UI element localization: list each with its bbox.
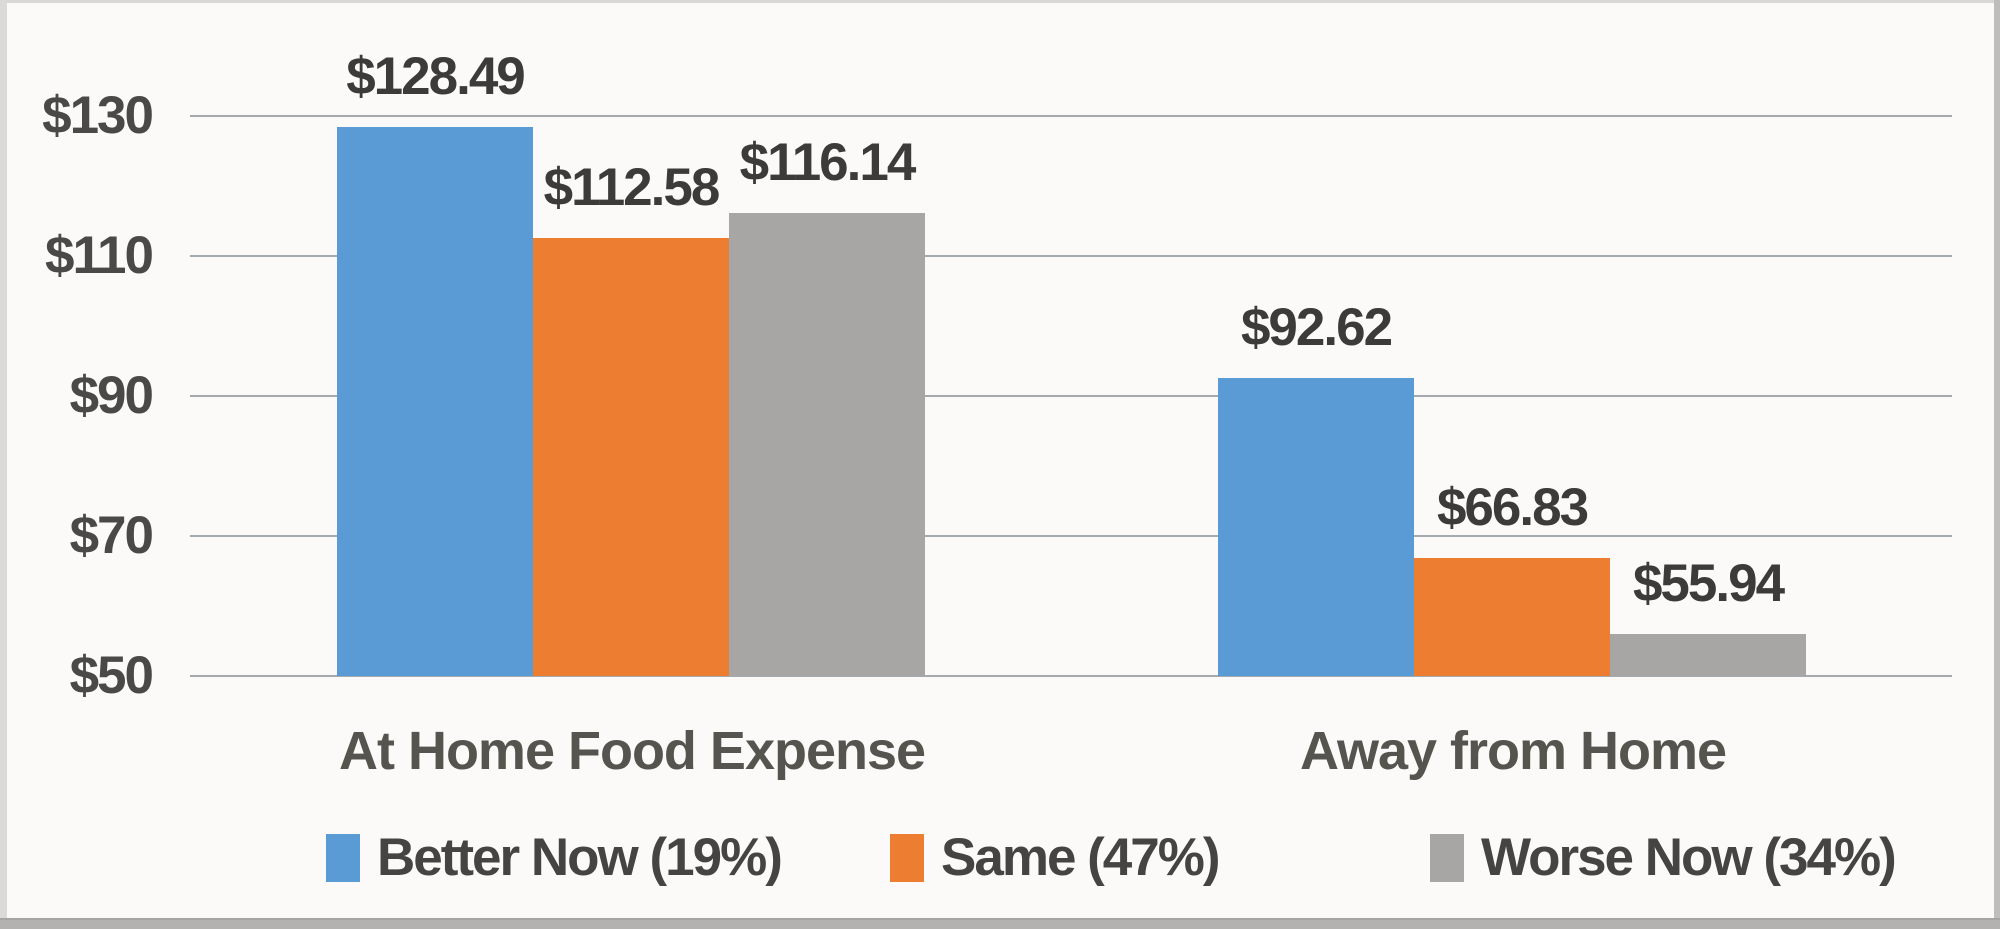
legend-label-worse-now: Worse Now (34%) (1481, 828, 1897, 887)
frame-border-right (1994, 0, 2000, 929)
legend-item-better-now: Better Now (19%) (326, 828, 783, 887)
data-label-same-47-at-home-food-expense: $112.58 (543, 157, 721, 217)
gridline-70 (190, 535, 1952, 537)
legend-marker-better-now (326, 834, 360, 882)
data-label-same-47-away-from-home: $66.83 (1436, 478, 1589, 538)
x-axis-label-away-from-home: Away from Home (1299, 721, 1727, 781)
legend-item-worse-now: Worse Now (34%) (1430, 828, 1897, 887)
data-label-worse-now-34-at-home-food-expense: $116.14 (739, 133, 917, 193)
gridline-130 (190, 115, 1952, 117)
y-axis-tick-label: $110 (45, 226, 154, 285)
data-label-better-now-19-at-home-food-expense: $128.49 (346, 46, 526, 106)
frame-border-bottom (0, 918, 2000, 929)
legend-item-same: Same (47%) (890, 828, 1221, 887)
bar-same-47-away-from-home (1414, 558, 1610, 676)
y-axis-tick-label: $130 (42, 86, 154, 145)
gridline-90 (190, 395, 1952, 397)
legend-label-better-now: Better Now (19%) (377, 828, 783, 887)
gridline-110 (190, 255, 1952, 257)
legend-label-same: Same (47%) (941, 828, 1221, 887)
bar-better-now-19-at-home-food-expense (337, 126, 533, 676)
data-label-better-now-19-away-from-home: $92.62 (1240, 297, 1393, 357)
legend-marker-worse-now (1430, 834, 1464, 882)
y-axis-tick-label: $90 (69, 366, 154, 425)
bar-worse-now-34-away-from-home (1610, 634, 1806, 676)
x-axis-label-at-home-food-expense: At Home Food Expense (338, 721, 926, 781)
bar-better-now-19-away-from-home (1218, 377, 1414, 676)
frame-border-left (0, 0, 7, 929)
bar-same-47-at-home-food-expense (533, 237, 729, 676)
gridline-50 (190, 675, 1952, 677)
bar-worse-now-34-at-home-food-expense (729, 213, 925, 676)
y-axis-tick-label: $70 (69, 506, 154, 565)
frame-border-top (0, 0, 2000, 3)
data-label-worse-now-34-away-from-home: $55.94 (1632, 554, 1785, 614)
y-axis-tick-label: $50 (69, 646, 154, 705)
legend-marker-same (890, 834, 924, 882)
